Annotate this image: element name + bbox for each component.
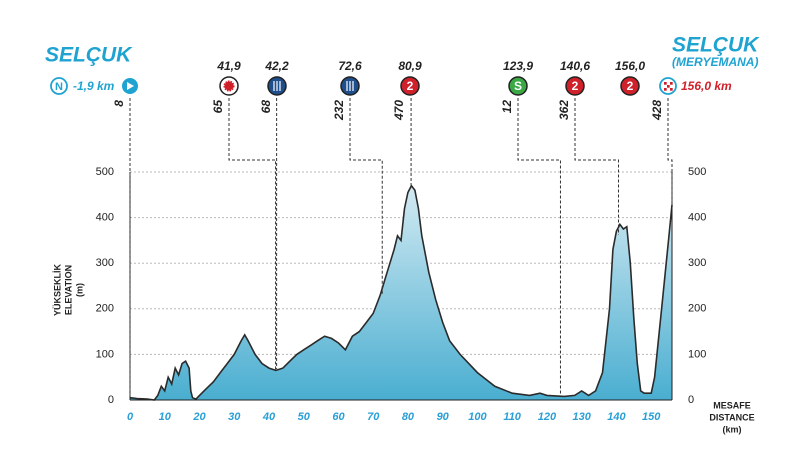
- x-axis-title: (km): [722, 424, 741, 434]
- waypoint-distance: 41,9: [216, 59, 241, 73]
- waypoint-elevation: 470: [392, 100, 406, 121]
- flag-cell: [664, 88, 667, 91]
- y-tick-label: 500: [96, 166, 114, 178]
- waypoint-badge: 2: [572, 79, 579, 93]
- y-axis-title: ELEVATION: [63, 265, 73, 315]
- y-tick-label: 0: [108, 394, 114, 406]
- x-tick-label: 50: [298, 411, 311, 423]
- elevation-area: [130, 185, 672, 400]
- y-tick-label: 200: [96, 303, 114, 315]
- waypoint-line: [574, 98, 619, 235]
- waypoint-elevation: 68: [259, 100, 273, 114]
- y2-tick-label: 500: [688, 166, 706, 178]
- waypoint-line: [517, 98, 561, 395]
- x-tick-label: 120: [538, 411, 557, 423]
- finish-city: SELÇUK: [672, 34, 760, 57]
- waypoint-distance: 156,0: [615, 59, 645, 73]
- x-tick-label: 150: [642, 411, 661, 423]
- waypoint-line: [667, 98, 673, 205]
- y-tick-label: 400: [96, 212, 114, 224]
- waypoint-badge: S: [514, 79, 522, 93]
- x-tick-label: 10: [159, 411, 172, 423]
- start-distance: -1,9 km: [73, 79, 115, 93]
- y-axis-title: YÜKSEKLİK: [52, 264, 62, 317]
- elevation-line: [129, 184, 673, 401]
- y2-tick-label: 200: [688, 303, 706, 315]
- x-tick-label: 80: [402, 411, 415, 423]
- x-axis-title: DISTANCE: [709, 412, 754, 422]
- y2-tick-label: 300: [688, 257, 706, 269]
- icon-star: [223, 80, 235, 92]
- x-tick-label: 110: [503, 411, 521, 423]
- waypoint-badge: 2: [407, 79, 414, 93]
- waypoint-elevation: 12: [500, 100, 514, 114]
- waypoint-elevation: 362: [557, 100, 571, 120]
- x-tick-label: 130: [572, 411, 591, 423]
- y2-tick-label: 0: [688, 394, 694, 406]
- x-tick-label: 100: [468, 411, 487, 423]
- waypoint-icon: [400, 76, 420, 96]
- flag-cell: [664, 82, 667, 85]
- flag-cell: [667, 85, 670, 88]
- waypoint-elevation: 65: [211, 100, 225, 114]
- play-triangle: [127, 82, 134, 90]
- x-axis-title: MESAFE: [713, 400, 751, 410]
- x-tick-label: 0: [127, 411, 134, 423]
- waypoint-icon: [620, 76, 640, 96]
- waypoint-elevation: 8: [112, 100, 126, 107]
- start-icon: [50, 77, 68, 95]
- waypoint-distance: 123,9: [503, 59, 533, 73]
- x-tick-label: 60: [332, 411, 345, 423]
- waypoint-icon: [508, 76, 528, 96]
- y-tick-label: 300: [96, 257, 114, 269]
- waypoint-line: [349, 98, 383, 295]
- waypoint-distance: 140,6: [560, 59, 590, 73]
- waypoint-elevation: 232: [332, 100, 346, 121]
- finish-distance: 156,0 km: [681, 79, 732, 93]
- x-tick-label: 30: [228, 411, 241, 423]
- waypoint-icon: [565, 76, 585, 96]
- waypoint-distance: 80,9: [398, 59, 422, 73]
- y2-tick-label: 100: [688, 348, 706, 360]
- y-tick-label: 100: [96, 348, 114, 360]
- y2-tick-label: 400: [688, 212, 706, 224]
- finish-subtitle: (MERYEMANA): [672, 55, 758, 69]
- x-tick-label: 70: [367, 411, 380, 423]
- start-badge: N: [55, 81, 63, 93]
- waypoint-distance: 72,6: [338, 59, 362, 73]
- flag-cell: [670, 82, 673, 85]
- waypoint-elevation: 428: [650, 100, 664, 121]
- x-tick-label: 20: [192, 411, 206, 423]
- x-tick-label: 40: [262, 411, 276, 423]
- waypoint-badge: 2: [627, 79, 634, 93]
- start-city: SELÇUK: [45, 44, 133, 67]
- waypoint-line: [228, 98, 277, 371]
- y-axis-title: (m): [74, 283, 84, 297]
- waypoint-distance: 42,2: [264, 59, 289, 73]
- flag-cell: [670, 88, 673, 91]
- x-tick-label: 90: [437, 411, 450, 423]
- x-tick-label: 140: [607, 411, 626, 423]
